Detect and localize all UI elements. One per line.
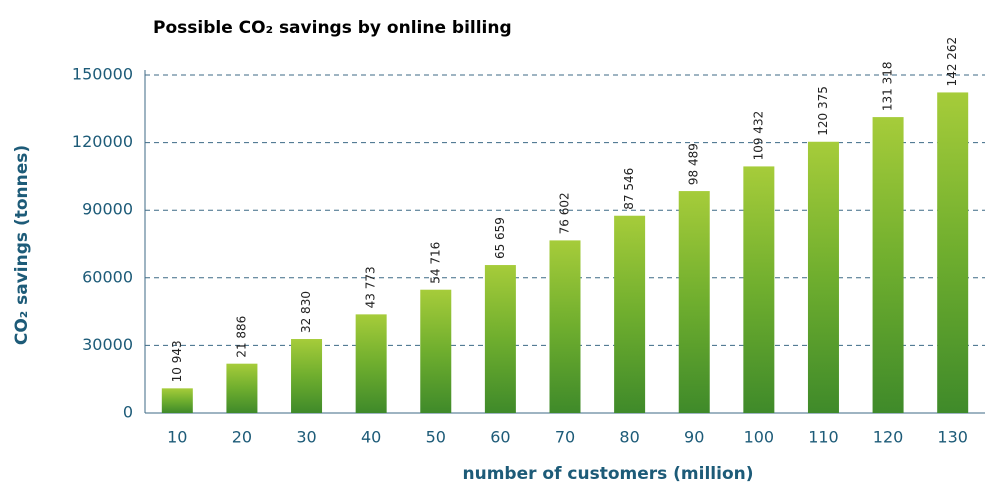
x-tick-label: 60 (490, 428, 510, 447)
value-label: 120 375 (816, 86, 830, 136)
bar (549, 240, 581, 413)
x-tick-label: 40 (361, 428, 381, 447)
bar (226, 363, 258, 413)
value-label: 87 546 (622, 168, 636, 210)
value-label: 142 262 (945, 37, 959, 87)
y-tick-label: 60000 (82, 267, 133, 286)
x-tick-label: 20 (232, 428, 252, 447)
bar (291, 339, 323, 413)
x-tick-label: 130 (937, 428, 968, 447)
x-tick-label: 110 (808, 428, 839, 447)
y-tick-label: 120000 (72, 132, 133, 151)
y-axis-label: CO₂ savings (tonnes) (12, 145, 32, 345)
x-tick-label: 120 (873, 428, 904, 447)
value-label: 10 943 (170, 340, 184, 382)
bar (484, 265, 516, 413)
bar (420, 289, 452, 413)
x-tick-label: 30 (296, 428, 316, 447)
bar (355, 314, 387, 413)
bar (161, 388, 193, 413)
value-label: 76 602 (558, 192, 572, 234)
value-label: 98 489 (687, 143, 701, 185)
y-tick-label: 0 (123, 403, 133, 422)
value-label: 43 773 (364, 266, 378, 308)
y-tick-label: 90000 (82, 200, 133, 219)
bar (872, 117, 904, 413)
value-label: 109 432 (751, 111, 765, 161)
bar (743, 166, 775, 413)
value-label: 21 886 (234, 316, 248, 358)
x-tick-label: 70 (555, 428, 575, 447)
x-tick-label: 50 (426, 428, 446, 447)
bar (937, 92, 969, 414)
x-tick-label: 80 (619, 428, 639, 447)
value-label: 65 659 (493, 217, 507, 259)
bar (614, 215, 646, 413)
x-axis-label: number of customers (million) (462, 464, 753, 484)
value-label: 32 830 (299, 291, 313, 333)
x-tick-label: 10 (167, 428, 187, 447)
chart-title: Possible CO₂ savings by online billing (153, 18, 512, 38)
value-label: 131 318 (881, 61, 895, 111)
y-tick-label: 30000 (82, 335, 133, 354)
y-tick-label: 150000 (72, 65, 133, 84)
x-tick-label: 100 (744, 428, 775, 447)
x-tick-label: 90 (684, 428, 704, 447)
bar (678, 191, 710, 413)
value-label: 54 716 (428, 242, 442, 284)
bar (807, 141, 839, 413)
